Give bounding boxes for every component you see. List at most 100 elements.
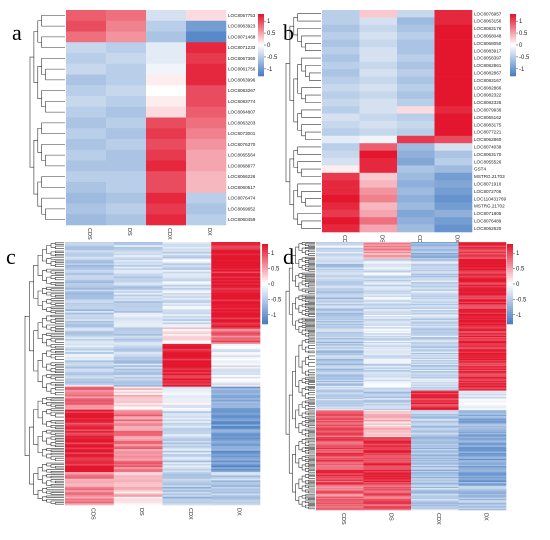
heatmap-cell: [363, 393, 412, 395]
dendrogram-branch: [45, 208, 65, 220]
colorbar-segment: [262, 268, 268, 271]
heatmap-cell: [458, 402, 507, 405]
heatmap-cell: [162, 401, 212, 404]
heatmap-cell: [411, 351, 459, 354]
heatmap-cell: [113, 242, 163, 244]
colorbar-segment: [510, 74, 516, 77]
heatmap-cell: [363, 395, 412, 398]
colorbar-segment: [258, 48, 264, 50]
heatmap-cell: [458, 328, 507, 331]
row-label: LOC8068877: [228, 163, 256, 168]
heatmap-cell: [458, 374, 507, 377]
heatmap-cell: [458, 372, 507, 374]
heatmap-cell: [316, 367, 364, 369]
heatmap-cell: [162, 475, 212, 478]
heatmap-cell: [316, 460, 364, 462]
heatmap-cell: [397, 172, 435, 181]
heatmap-cell: [211, 350, 261, 353]
dendrogram-branch: [301, 421, 306, 426]
heatmap-cell: [113, 289, 163, 292]
colorbar-segment: [510, 15, 516, 18]
dendrogram-branch: [305, 446, 315, 449]
heatmap-cell: [359, 91, 398, 100]
heatmap-cell: [106, 85, 147, 97]
row-label: LOC8082322: [474, 93, 502, 98]
heatmap-cell: [458, 473, 507, 475]
heatmap-cell: [458, 490, 507, 493]
heatmap-cell: [65, 306, 115, 309]
heatmap-cell: [186, 10, 227, 22]
heatmap-cell: [363, 337, 412, 339]
heatmap-cell: [458, 411, 507, 413]
heatmap-cell: [458, 334, 507, 337]
colorbar-segment: [510, 40, 516, 43]
heatmap-cell: [458, 368, 507, 371]
heatmap-cell: [458, 445, 507, 447]
heatmap-cell: [113, 371, 163, 374]
heatmap-cell: [162, 403, 212, 406]
heatmap-cell: [363, 299, 412, 301]
heatmap-cell: [458, 307, 507, 310]
heatmap-cell: [316, 304, 364, 306]
dendrogram-branch: [33, 31, 38, 83]
heatmap-cell: [411, 360, 459, 362]
heatmap-cell: [363, 305, 412, 307]
heatmap-cell: [186, 85, 227, 97]
heatmap-cell: [411, 475, 459, 478]
heatmap-cell: [316, 486, 364, 489]
heatmap-cell: [411, 242, 459, 244]
heatmap-cell: [322, 39, 360, 48]
heatmap-cell: [186, 192, 227, 204]
dendrogram-branch: [301, 360, 306, 374]
dendrogram-branch: [298, 273, 303, 278]
dendrogram-branch: [29, 426, 34, 485]
heatmap-cell: [411, 305, 459, 307]
heatmap-cell: [411, 295, 459, 298]
heatmap-cell: [316, 501, 364, 503]
heatmap-cell: [363, 245, 412, 248]
heatmap-cell: [162, 483, 212, 486]
dendrogram-branch: [305, 295, 315, 298]
dendrogram-branch: [50, 382, 64, 386]
heatmap-cell: [65, 388, 115, 391]
dendrogram-branch: [50, 298, 64, 301]
heatmap-cell: [316, 355, 364, 357]
heatmap-cell: [65, 289, 115, 292]
heatmap-cell: [113, 488, 163, 491]
heatmap-cell: [316, 386, 364, 389]
heatmap-cell: [411, 417, 459, 419]
heatmap-cell: [211, 340, 261, 343]
heatmap-cell: [458, 259, 507, 261]
heatmap-cell: [363, 252, 412, 255]
dendrogram-branch: [308, 282, 315, 285]
heatmap-cell: [397, 32, 435, 40]
heatmap-cell: [211, 416, 261, 419]
dendrogram-branch: [305, 438, 315, 441]
heatmap-cell: [162, 416, 212, 419]
colorbar-segment: [507, 322, 513, 325]
dendrogram-branch: [308, 330, 315, 332]
heatmap-cell: [113, 299, 163, 302]
heatmap-cell: [162, 445, 212, 448]
heatmap-cell: [316, 376, 364, 378]
dendrogram-branch: [55, 377, 64, 381]
dendrogram-branch: [301, 168, 321, 177]
heatmap-cell: [113, 429, 163, 432]
colorbar-segment: [507, 282, 513, 285]
heatmap-cell: [316, 283, 364, 285]
heatmap-cell: [363, 278, 412, 281]
heatmap-cell: [363, 405, 412, 407]
dendrogram-branch: [308, 449, 315, 452]
heatmap-cell: [411, 339, 459, 341]
heatmap-cell: [162, 309, 212, 312]
heatmap-cell: [411, 250, 459, 253]
heatmap-cell: [411, 311, 459, 313]
heatmap-cell: [363, 449, 412, 451]
heatmap-cell: [186, 106, 227, 118]
heatmap-cell: [316, 428, 364, 430]
colorbar-segment: [510, 65, 516, 67]
dendrogram-branch: [41, 90, 65, 108]
dendrogram-branch: [305, 357, 309, 365]
heatmap-cell: [65, 245, 115, 248]
dendrogram-branch: [50, 270, 64, 274]
